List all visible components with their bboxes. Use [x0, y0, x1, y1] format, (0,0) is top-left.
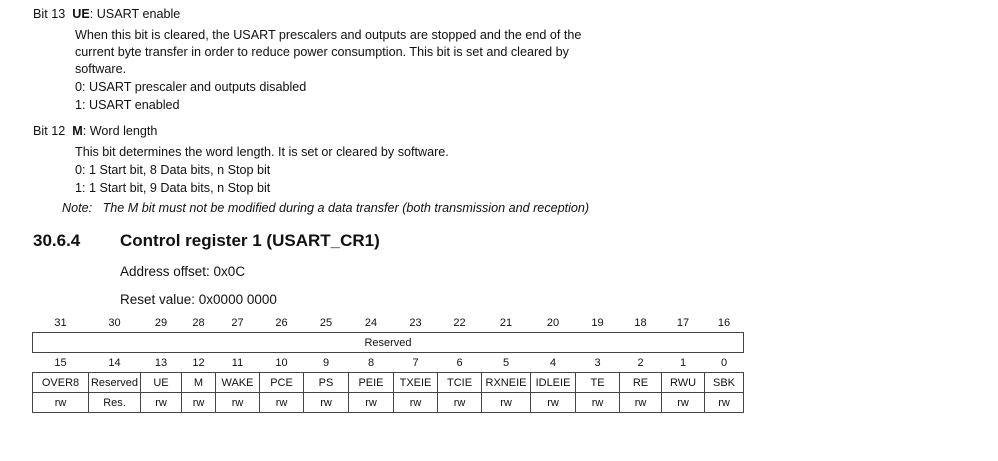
bit-number: 16	[717, 316, 731, 329]
field-name: WAKE	[215, 372, 260, 393]
field-name: PEIE	[348, 372, 394, 393]
access-type: Res.	[88, 392, 141, 413]
bit-number: 20	[546, 316, 560, 329]
access-type: rw	[437, 392, 482, 413]
access-type: rw	[348, 392, 394, 413]
bit-title: : Word length	[82, 124, 158, 138]
bit-number: 2	[637, 356, 644, 369]
access-type: rw	[215, 392, 260, 413]
bit-number: 17	[676, 316, 690, 329]
field-name: TCIE	[437, 372, 482, 393]
bit-label: Bit 13	[33, 7, 66, 21]
bit-name: UE	[72, 7, 90, 21]
bit-number: 27	[231, 316, 244, 329]
section-title: Control register 1 (USART_CR1)	[120, 231, 380, 250]
bit-number: 12	[192, 356, 205, 369]
bit13-desc-line: 1: USART enabled	[75, 98, 180, 112]
bit-number: 25	[319, 316, 333, 329]
lower-bit-numbers-row: 15 14 13 12 11 10 9 8 7 6 5 4 3 2 1 0	[33, 353, 744, 373]
field-name: PCE	[259, 372, 304, 393]
bit-number: 18	[634, 316, 647, 329]
reset-value: Reset value: 0x0000 0000	[120, 292, 277, 307]
note: Note: The M bit must not be modified dur…	[62, 200, 589, 216]
bit13-desc-line: When this bit is cleared, the USART pres…	[75, 28, 582, 42]
address-offset: Address offset: 0x0C	[120, 264, 246, 279]
bit-number: 24	[364, 316, 378, 329]
bit-number: 28	[192, 316, 205, 329]
access-type: rw	[575, 392, 620, 413]
reserved-field: Reserved	[32, 332, 744, 353]
access-type: rw	[32, 392, 89, 413]
bit-number: 29	[154, 316, 168, 329]
lower-access-row: rw Res. rw rw rw rw rw rw rw rw rw rw rw rw rw rw	[32, 392, 744, 413]
bit-number: 26	[275, 316, 288, 329]
field-name: OVER8	[32, 372, 89, 393]
section-number: 30.6.4	[33, 231, 81, 250]
field-name: IDLEIE	[530, 372, 576, 393]
bit-number: 10	[275, 356, 288, 369]
field-name: RWU	[661, 372, 705, 393]
field-name: Reserved	[88, 372, 141, 393]
access-type: rw	[481, 392, 531, 413]
bit13-heading: Bit 13 UE: USART enable	[33, 6, 180, 22]
access-type: rw	[619, 392, 662, 413]
bit12-heading: Bit 12 M: Word length	[33, 123, 157, 139]
access-type: rw	[704, 392, 744, 413]
lower-fields-row: OVER8 Reserved UE M WAKE PCE PS PEIE TXEIE TCIE RX…	[32, 372, 744, 393]
bit-number: 4	[549, 356, 557, 369]
bit-number: 19	[591, 316, 604, 329]
bit-number: 22	[453, 316, 466, 329]
bit-number: 23	[409, 316, 422, 329]
bit-number: 21	[499, 316, 513, 329]
access-type: rw	[303, 392, 349, 413]
upper-bit-numbers-row: 31 30 29 28 27 26 25 24 23 22 21 20 19 18 17 16	[33, 313, 744, 333]
bit-number: 15	[54, 356, 67, 369]
access-type: rw	[259, 392, 304, 413]
bit-number: 8	[367, 356, 375, 369]
bit12-desc-line: 0: 1 Start bit, 8 Data bits, n Stop bit	[75, 163, 271, 177]
field-name: M	[181, 372, 216, 393]
bit-number: 7	[412, 356, 419, 369]
field-name: UE	[140, 372, 182, 393]
bit-label: Bit 12	[33, 124, 66, 138]
access-type: rw	[181, 392, 216, 413]
bit-name: M	[72, 124, 83, 138]
access-type: rw	[393, 392, 438, 413]
bit-number: 5	[502, 356, 510, 369]
field-name: PS	[303, 372, 349, 393]
bit-number: 1	[679, 356, 687, 369]
register-bit-table: 31 30 29 28 27 26 25 24 23 22 21 20 19 18 17 16 Reserve…	[32, 313, 744, 413]
bit-number: 30	[108, 316, 121, 329]
bit-number: 9	[322, 356, 330, 369]
bit13-desc-line: current byte transfer in order to reduce…	[75, 45, 569, 59]
bit-number: 11	[231, 356, 244, 369]
bit-number: 3	[594, 356, 601, 369]
note-text: The M bit must not be modified during a …	[102, 201, 590, 215]
note-label: Note:	[62, 201, 93, 215]
bit-number: 13	[154, 356, 168, 369]
field-name: RE	[619, 372, 662, 393]
field-name: SBK	[704, 372, 744, 393]
field-name: TE	[575, 372, 620, 393]
bit-number: 6	[456, 356, 463, 369]
bit12-desc-line: This bit determines the word length. It …	[75, 145, 449, 159]
bit13-desc-line: software.	[75, 62, 127, 76]
bit-number: 14	[108, 356, 121, 369]
bit13-desc-line: 0: USART prescaler and outputs disabled	[75, 80, 307, 94]
access-type: rw	[140, 392, 182, 413]
bit12-desc-line: 1: 1 Start bit, 9 Data bits, n Stop bit	[75, 181, 271, 195]
access-type: rw	[530, 392, 576, 413]
bit-number: 0	[720, 356, 728, 369]
access-type: rw	[661, 392, 705, 413]
bit-number: 31	[54, 316, 67, 329]
field-name: RXNEIE	[481, 372, 531, 393]
bit-title: : USART enable	[89, 7, 181, 21]
field-name: TXEIE	[393, 372, 438, 393]
upper-fields-row: Reserved	[32, 332, 744, 353]
